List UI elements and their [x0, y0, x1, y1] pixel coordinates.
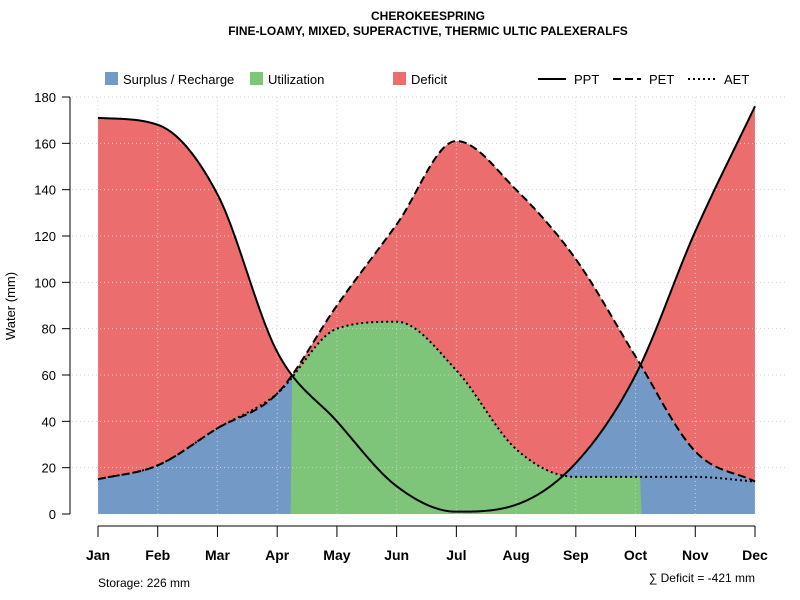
x-tick-label-nov: Nov — [682, 547, 709, 563]
y-tick-label: 120 — [34, 229, 56, 244]
y-tick-label: 160 — [34, 136, 56, 151]
y-tick-label: 180 — [34, 90, 56, 105]
chart-subtitle: FINE-LOAMY, MIXED, SUPERACTIVE, THERMIC … — [228, 24, 628, 38]
x-tick-label-sep: Sep — [563, 547, 589, 563]
x-tick-label-may: May — [323, 547, 350, 563]
x-tick-label-oct: Oct — [624, 547, 648, 563]
aet-line — [97, 320, 756, 483]
utilization-area — [98, 321, 755, 514]
y-axis-label: Water (mm) — [3, 272, 18, 340]
y-tick-label: 140 — [34, 183, 56, 198]
legend-label: Surplus / Recharge — [123, 72, 234, 87]
y-tick-label: 60 — [42, 368, 56, 383]
legend-swatch-deficit — [393, 72, 406, 85]
deficit-area — [98, 106, 755, 482]
y-tick-label: 80 — [42, 322, 56, 337]
axes-layer: 0 20 40 60 80 100 120 140 160 180 Jan Feb Mar Apr May J… — [34, 90, 768, 563]
ppt-line — [97, 105, 756, 513]
legend-swatch-utilization — [250, 72, 263, 85]
legend-swatch-surplus-recharge — [105, 72, 118, 85]
x-tick-label-aug: Aug — [502, 547, 529, 563]
deficit-annotation: ∑ Deficit = -421 mm — [649, 571, 755, 585]
legend-label: PPT — [574, 72, 599, 87]
y-tick-label: 100 — [34, 275, 56, 290]
chart-title: CHEROKEESPRING — [371, 9, 485, 23]
legend-label: AET — [724, 72, 749, 87]
legend-label: Utilization — [268, 72, 324, 87]
legend-label: PET — [649, 72, 674, 87]
x-tick-label-jun: Jun — [384, 547, 409, 563]
y-tick-label: 0 — [49, 507, 56, 522]
x-tick-label-feb: Feb — [145, 547, 170, 563]
x-tick-label-mar: Mar — [205, 547, 230, 563]
series-layer — [97, 105, 756, 513]
y-tick-label: 20 — [42, 461, 56, 476]
legend-label: Deficit — [411, 72, 448, 87]
storage-annotation: Storage: 226 mm — [98, 576, 190, 590]
x-tick-label-jan: Jan — [86, 547, 110, 563]
x-tick-label-dec: Dec — [742, 547, 768, 563]
x-tick-label-jul: Jul — [446, 547, 466, 563]
x-tick-label-apr: Apr — [265, 547, 290, 563]
y-tick-label: 40 — [42, 414, 56, 429]
legend: Surplus / Recharge Utilization Deficit PPT P… — [105, 72, 749, 87]
area-layer — [98, 106, 755, 515]
